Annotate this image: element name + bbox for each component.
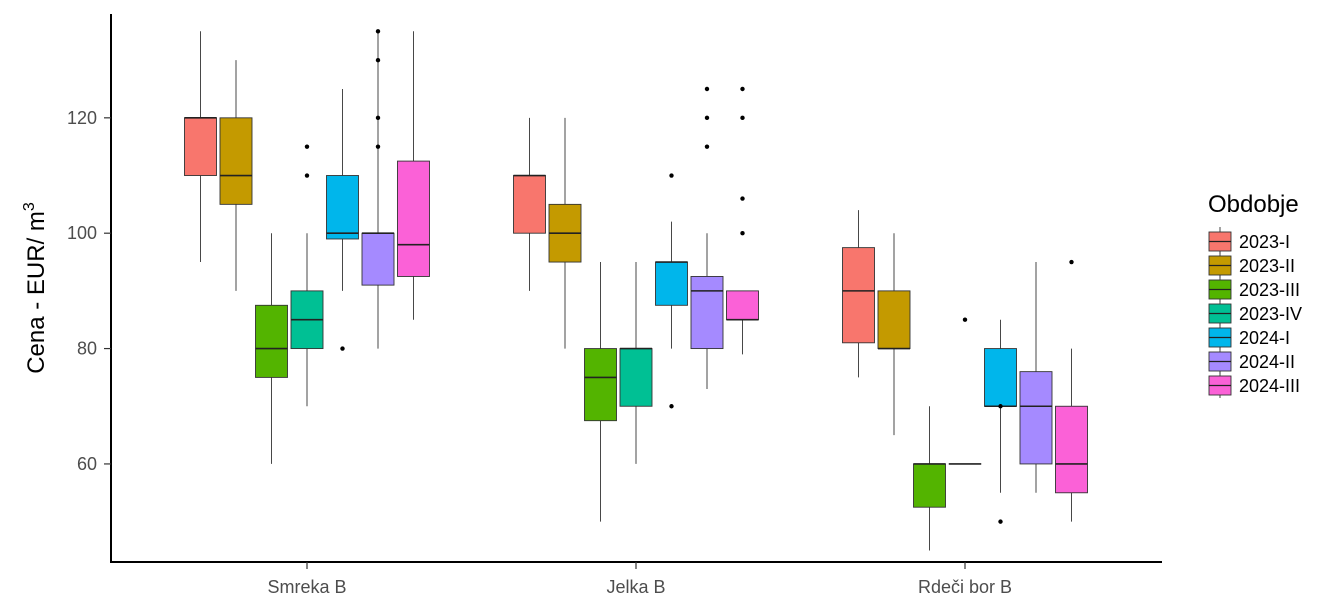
box-rect [184, 117, 217, 176]
box-rect [1019, 371, 1053, 465]
box-plot-item [877, 233, 911, 436]
box-rect [397, 160, 430, 277]
box-plot-item [984, 319, 1017, 524]
box-rect [726, 290, 759, 321]
outlier-point [340, 346, 345, 351]
outlier-point [740, 231, 745, 236]
outlier-point [375, 115, 381, 121]
legend-label: 2023-III [1239, 280, 1300, 300]
box-plot-item [397, 31, 430, 320]
box-plot-item [255, 233, 288, 464]
legend-label: 2024-I [1239, 328, 1290, 348]
box-plot-item [584, 262, 617, 522]
x-tick-label: Smreka B [267, 577, 346, 597]
x-tick-label: Jelka B [606, 577, 665, 597]
box-plot-item [1055, 259, 1088, 522]
legend-label: 2024-II [1239, 352, 1295, 372]
outlier-point [669, 173, 674, 178]
box-rect [984, 348, 1017, 407]
legend-item: 2023-III [1208, 275, 1300, 302]
box-plot-item [913, 406, 946, 551]
box-plot-item [548, 117, 582, 349]
y-ticks: 60 80 100 120 [67, 108, 111, 474]
box-rect [513, 175, 546, 234]
legend-item: 2024-I [1208, 323, 1290, 350]
box-rect [326, 175, 359, 240]
legend-title: Obdobje [1208, 191, 1299, 218]
legend-item: 2023-II [1208, 251, 1295, 278]
box-plot-item [1019, 262, 1053, 493]
box-rect [219, 117, 253, 205]
legend-label: 2023-I [1239, 232, 1290, 252]
y-axis-title: Cena - EUR/ m3 [21, 202, 50, 374]
legend-item: 2023-I [1208, 227, 1290, 254]
box-plot-item [513, 117, 546, 291]
y-tick-label: 100 [67, 223, 97, 243]
legend-label: 2024-III [1239, 376, 1300, 396]
box-plot-item [690, 86, 724, 389]
box-rect [619, 348, 653, 407]
outlier-point [304, 144, 310, 149]
box-plot-item [655, 173, 688, 409]
outlier-point [998, 404, 1003, 409]
legend-item: 2024-III [1208, 371, 1300, 398]
box-plot-item [361, 29, 395, 349]
x-tick-label: Rdeči bor B [918, 577, 1012, 597]
box-plot-item [184, 31, 217, 263]
box-plot-item [326, 88, 359, 351]
outlier-point [375, 144, 381, 149]
y-tick-label: 80 [77, 339, 97, 359]
box-plot-item [619, 262, 653, 464]
outlier-point [740, 196, 745, 201]
legend: Obdobje 2023-I 2023-II 2023-III 2023-IV 2024… [1208, 191, 1302, 398]
series-group [184, 31, 875, 378]
box-rect [655, 261, 688, 306]
outlier-point [704, 144, 710, 149]
box-plot-item [842, 210, 875, 378]
outlier-point [704, 86, 710, 92]
y-tick-label: 120 [67, 108, 97, 128]
x-ticks: Smreka B Jelka B Rdeči bor B [267, 562, 1012, 597]
box-plot-item [219, 60, 253, 291]
outlier-point [304, 173, 310, 178]
outlier-point [375, 29, 381, 34]
box-plot-item [726, 86, 759, 355]
outlier-point [998, 519, 1003, 524]
outlier-point [1069, 259, 1074, 265]
legend-label: 2023-II [1239, 256, 1295, 276]
series-group [290, 144, 982, 465]
box-rect [1055, 405, 1088, 494]
box-rect [842, 247, 875, 344]
legend-item: 2024-II [1208, 347, 1295, 374]
legend-item: 2023-IV [1208, 299, 1302, 326]
box-rect [361, 232, 395, 286]
axes: 60 80 100 120 Smreka B Jelka B Rdeči bor B Ce… [21, 14, 1162, 597]
outlier-point [740, 86, 745, 92]
legend-items: 2023-I 2023-II 2023-III 2023-IV 2024-I 2024-I… [1208, 227, 1302, 398]
series-group [255, 233, 946, 551]
outlier-point [704, 115, 710, 121]
legend-label: 2023-IV [1239, 304, 1302, 324]
box-rect [584, 348, 617, 422]
outlier-point [740, 115, 745, 121]
outlier-point [375, 57, 381, 63]
series-group [397, 31, 1088, 522]
box-rect [255, 304, 288, 378]
y-tick-label: 60 [77, 454, 97, 474]
box-plot-item [290, 144, 324, 407]
y-axis-title-superscript: 3 [21, 202, 38, 211]
series-group [361, 29, 1053, 493]
plot-area [184, 29, 1088, 551]
box-rect [690, 276, 724, 350]
box-plot-item [948, 317, 982, 465]
outlier-point [669, 404, 674, 409]
box-rect [877, 290, 911, 350]
box-rect [913, 463, 946, 508]
outlier-point [962, 317, 968, 322]
series-group [219, 60, 911, 436]
series-group [326, 88, 1017, 524]
